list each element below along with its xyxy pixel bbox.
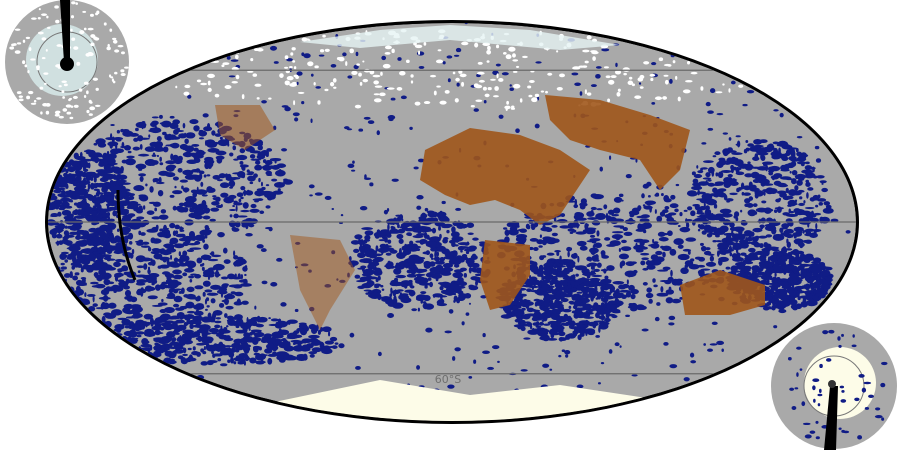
south-polar-view: [771, 323, 897, 450]
pole-marker: [60, 57, 74, 71]
land-areas: [215, 95, 765, 330]
north-africa-arabia: [420, 128, 590, 225]
graticule: [48, 69, 856, 375]
pole-marker: [828, 380, 836, 388]
polar-night-wedge: [60, 0, 70, 62]
central-asia: [545, 95, 690, 190]
mollweide-globe: 60°S: [45, 20, 859, 424]
southern-terminator-band: [116, 189, 137, 281]
graticule-label-60s: 60°S: [435, 373, 461, 386]
australia: [680, 270, 765, 315]
north-america-west: [215, 105, 275, 150]
north-polar-view: [5, 0, 129, 124]
polar-night-wedge: [824, 386, 838, 450]
southern-africa: [480, 240, 530, 310]
south-america: [290, 235, 355, 330]
arctic-ice: [300, 25, 620, 50]
